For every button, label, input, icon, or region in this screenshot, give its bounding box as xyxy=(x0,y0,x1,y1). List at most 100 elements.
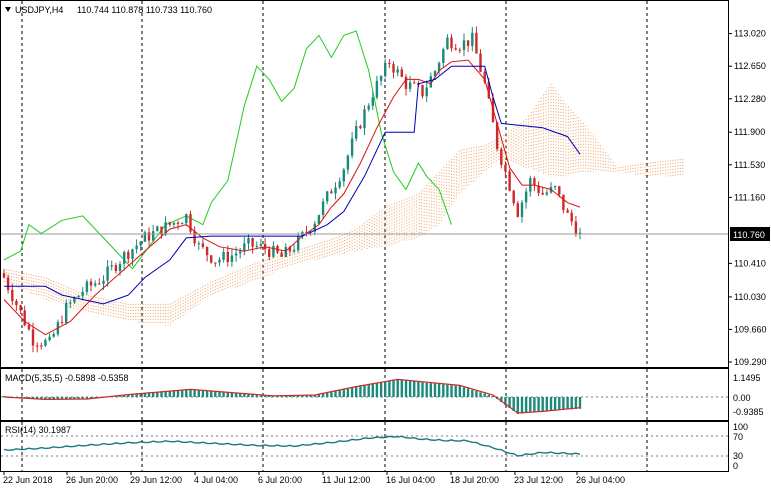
candle-body xyxy=(317,215,321,224)
rsi-axis-100: 100 xyxy=(733,422,748,432)
macd-hist-bar xyxy=(40,397,43,400)
macd-hist-bar xyxy=(218,391,221,397)
candle-body xyxy=(131,249,134,259)
chikou-span-line xyxy=(3,30,452,270)
macd-hist-bar xyxy=(433,383,437,397)
macd-hist-bar xyxy=(139,393,142,397)
candle-body xyxy=(255,245,258,247)
macd-axis-zero: 0.00 xyxy=(733,393,751,403)
candle-body xyxy=(458,49,461,51)
macd-hist-bar xyxy=(201,390,205,397)
macd-hist-bar xyxy=(350,386,354,397)
candle-body xyxy=(545,192,548,195)
chart-menu-arrow-icon[interactable] xyxy=(5,7,11,12)
macd-hist-bar xyxy=(553,397,557,411)
candle-body xyxy=(408,82,412,89)
candle-body xyxy=(218,259,221,263)
price-tick-label: 110.410 xyxy=(734,258,766,268)
candle-body xyxy=(500,149,503,165)
macd-hist-bar xyxy=(52,397,55,400)
candle-body xyxy=(475,32,478,54)
candle-body xyxy=(288,247,292,252)
candle-body xyxy=(429,76,432,88)
candle-body xyxy=(524,191,528,203)
candle-body xyxy=(172,222,176,225)
candle-body xyxy=(210,255,213,263)
rsi-line xyxy=(3,435,581,457)
time-tick-label: 6 Jul 20:00 xyxy=(258,475,302,485)
macd-label: MACD(5,35,5) -0.5898 -0.5358 xyxy=(5,373,129,383)
candle-body xyxy=(479,53,482,72)
macd-hist-bar xyxy=(425,382,428,397)
candle-body xyxy=(578,232,582,234)
macd-hist-bar xyxy=(392,379,395,397)
macd-hist-bar xyxy=(210,391,213,397)
macd-hist-bar xyxy=(160,391,163,397)
candle-body xyxy=(176,222,180,224)
candle-body xyxy=(574,221,578,234)
macd-hist-bar xyxy=(214,391,217,397)
candle-body xyxy=(400,69,403,77)
price-tick-label: 111.530 xyxy=(734,160,765,170)
candle-body xyxy=(189,214,192,232)
macd-hist-bar xyxy=(367,383,370,397)
candle-body xyxy=(450,37,453,49)
candle-body xyxy=(541,192,544,195)
macd-hist-bar xyxy=(123,394,126,397)
macd-hist-bar xyxy=(31,397,35,399)
macd-hist-bar xyxy=(483,393,486,397)
candle-body xyxy=(85,281,89,292)
macd-hist-bar xyxy=(413,381,416,397)
candle-body xyxy=(442,49,445,63)
candle-body xyxy=(114,265,118,271)
macd-hist-bar xyxy=(284,395,287,397)
macd-hist-bar xyxy=(185,389,188,397)
macd-hist-bar xyxy=(181,389,184,397)
candle-body xyxy=(143,232,147,242)
candle-body xyxy=(168,222,171,225)
candle-body xyxy=(388,63,391,65)
macd-hist-bar xyxy=(446,384,449,397)
candle-body xyxy=(152,231,155,241)
candle-body xyxy=(222,252,225,260)
candle-body xyxy=(160,226,163,235)
macd-hist-bar xyxy=(48,397,51,400)
candle-body xyxy=(508,171,511,191)
macd-hist-bar xyxy=(197,389,200,397)
macd-hist-bar xyxy=(292,395,296,397)
macd-hist-bar xyxy=(301,395,304,397)
candle-body xyxy=(40,345,43,347)
ohlc-label: 110.744 110.878 110.733 110.760 xyxy=(77,5,212,15)
time-tick-label: 29 Jun 12:00 xyxy=(130,475,182,485)
macd-hist-bar xyxy=(566,397,569,410)
macd-hist-bar xyxy=(247,394,250,397)
price-tick-label: 109.660 xyxy=(734,324,767,334)
macd-hist-bar xyxy=(578,397,582,409)
macd-hist-bar xyxy=(346,387,350,397)
candle-body xyxy=(31,329,35,346)
macd-hist-bar xyxy=(541,397,544,411)
candle-body xyxy=(363,109,366,129)
candle-body xyxy=(73,297,76,303)
candle-body xyxy=(326,191,329,202)
candle-body xyxy=(504,164,507,172)
macd-hist-bar xyxy=(450,385,453,397)
macd-hist-bar xyxy=(429,383,432,397)
macd-hist-bar xyxy=(491,396,495,397)
macd-hist-bar xyxy=(533,397,536,412)
current-price-badge: 110.760 xyxy=(730,227,770,241)
rsi-label: RSI(14) 30.1987 xyxy=(5,425,71,435)
macd-pane xyxy=(0,368,729,421)
macd-hist-bar xyxy=(255,394,258,397)
time-tick-label: 11 Jul 12:00 xyxy=(322,475,370,485)
price-tick-label: 110.030 xyxy=(734,292,766,302)
candle-body xyxy=(164,222,167,235)
candle-body xyxy=(462,40,466,50)
macd-hist-bar xyxy=(379,381,383,397)
candle-body xyxy=(156,226,159,232)
macd-hist-bar xyxy=(65,397,68,400)
macd-hist-bar xyxy=(466,388,470,397)
macd-hist-bar xyxy=(89,397,93,399)
candle-body xyxy=(239,251,242,254)
